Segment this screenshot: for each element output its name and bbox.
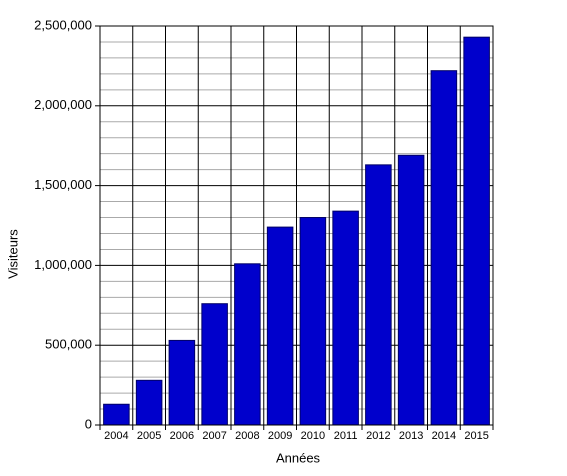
bar (365, 164, 392, 426)
y-tick-label: 1,000,000 (34, 257, 92, 272)
y-tick-label: 1,500,000 (34, 177, 92, 192)
x-tick-label: 2011 (334, 430, 358, 442)
bar (201, 303, 228, 426)
y-tick-label: 2,000,000 (34, 97, 92, 112)
x-tick-label: 2012 (366, 430, 390, 442)
x-tick-label: 2007 (202, 430, 226, 442)
bar (266, 226, 294, 426)
x-tick-label: 2009 (268, 430, 292, 442)
x-axis-label: Années (276, 450, 321, 465)
y-tick-label: 2,500,000 (34, 17, 92, 32)
x-tick-label: 2005 (137, 430, 161, 442)
x-tick-label: 2010 (301, 430, 325, 442)
x-tick-label: 2015 (464, 430, 488, 442)
bar (103, 403, 130, 426)
x-tick-label: 2008 (235, 430, 259, 442)
bar (299, 217, 327, 426)
bar (463, 36, 490, 426)
plot-frame (99, 25, 494, 426)
bar (397, 154, 425, 426)
bar (430, 70, 458, 426)
bar (135, 379, 163, 426)
x-tick-label: 2013 (399, 430, 423, 442)
x-tick-label: 2006 (170, 430, 194, 442)
bar (168, 339, 196, 426)
x-tick-label: 2014 (432, 430, 456, 442)
y-tick-label: 500,000 (45, 337, 92, 352)
bar (234, 263, 261, 426)
y-tick-label: 0 (85, 416, 92, 431)
y-axis-label: Visiteurs (5, 229, 20, 279)
bar (332, 210, 359, 426)
x-tick-label: 2004 (104, 430, 128, 442)
